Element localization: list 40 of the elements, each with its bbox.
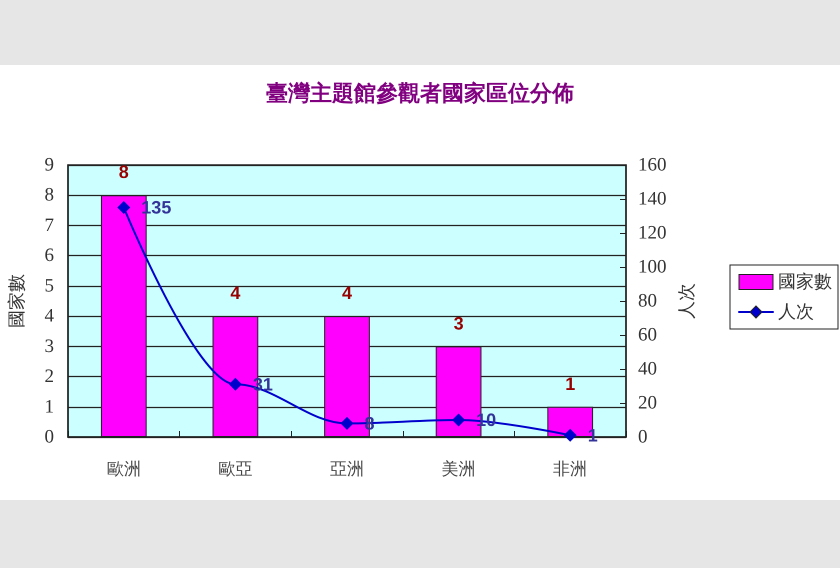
y-tick-label: 6 (44, 245, 54, 266)
data-label: 3 (454, 313, 464, 334)
y-tick-label: 5 (44, 275, 54, 296)
legend-label: 人次 (778, 302, 814, 322)
data-label: 4 (230, 283, 240, 304)
point (564, 428, 577, 442)
y2-tick-label: 20 (638, 392, 657, 414)
x-tick-label: 美洲 (442, 460, 476, 480)
y-tick-label: 1 (44, 396, 54, 418)
data-label: 8 (118, 162, 129, 182)
y2-axis-title: 人次 (676, 283, 698, 319)
point (340, 416, 354, 430)
y2-tick-label: 140 (638, 188, 666, 210)
y2-tick-label: 160 (638, 154, 666, 176)
chart-title: 臺灣主題館參觀者國家區位分佈 (266, 80, 574, 106)
y2-tick-label: 60 (638, 324, 657, 346)
y-tick-label: 9 (44, 154, 54, 176)
x-tick-label: 非洲 (553, 460, 588, 480)
y-tick-label: 3 (44, 336, 54, 357)
y2-tick-label: 80 (638, 290, 657, 312)
x-tick-label: 歐亞 (218, 460, 252, 480)
y-axis-title: 國家數 (6, 274, 28, 328)
x-tick-label: 亞洲 (330, 460, 364, 480)
data-label: 8 (364, 413, 375, 434)
y2-tick-label: 100 (638, 256, 666, 278)
legend-label: 國家數 (778, 272, 832, 292)
y2-tick-label: 120 (638, 222, 666, 244)
data-label: 1 (565, 374, 576, 394)
point (117, 201, 130, 214)
point (452, 414, 466, 426)
y2-tick-label: 40 (638, 358, 657, 380)
y-tick-label: 4 (44, 306, 54, 327)
y-tick-label: 7 (44, 214, 54, 236)
data-label: 4 (342, 283, 352, 304)
y-tick-label: 8 (44, 184, 54, 206)
y-tick-label: 0 (44, 426, 54, 448)
point (228, 378, 242, 391)
y-tick-label: 2 (44, 366, 54, 388)
y2-tick-label: 0 (638, 426, 648, 448)
x-tick-label: 歐洲 (106, 460, 141, 480)
